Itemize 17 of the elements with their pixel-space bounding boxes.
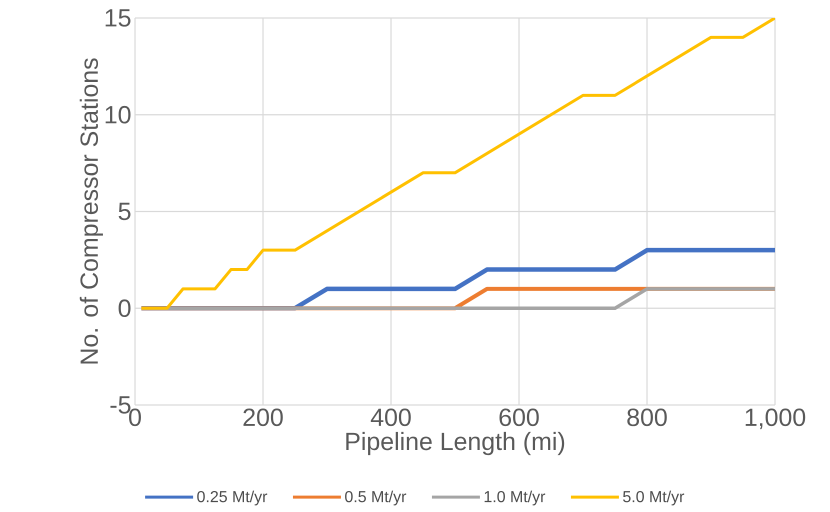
legend-label: 1.0 Mt/yr <box>484 490 546 506</box>
legend-label: 0.25 Mt/yr <box>197 490 268 506</box>
line-series <box>140 18 776 310</box>
x-tick-label: 800 <box>627 408 667 426</box>
x-tick-label: 400 <box>370 408 411 426</box>
y-tick-label: 15 <box>106 9 130 27</box>
legend-label: 0.5 Mt/yr <box>345 490 406 506</box>
y-tick-label: 10 <box>106 106 131 124</box>
x-tick-label: 200 <box>243 408 283 426</box>
y-axis-title: No. of Compressor Stations <box>80 58 103 364</box>
y-tick-label: 5 <box>118 202 130 220</box>
y-tick-label: 0 <box>118 299 131 318</box>
y-tick-label: -5 <box>110 396 130 414</box>
legend-label: 5.0 Mt/yr <box>623 490 684 506</box>
x-axis-title: Pipeline Length (mi) <box>346 432 564 456</box>
x-tick-label: 600 <box>499 408 539 426</box>
x-tick-label: 1,000 <box>746 408 806 430</box>
